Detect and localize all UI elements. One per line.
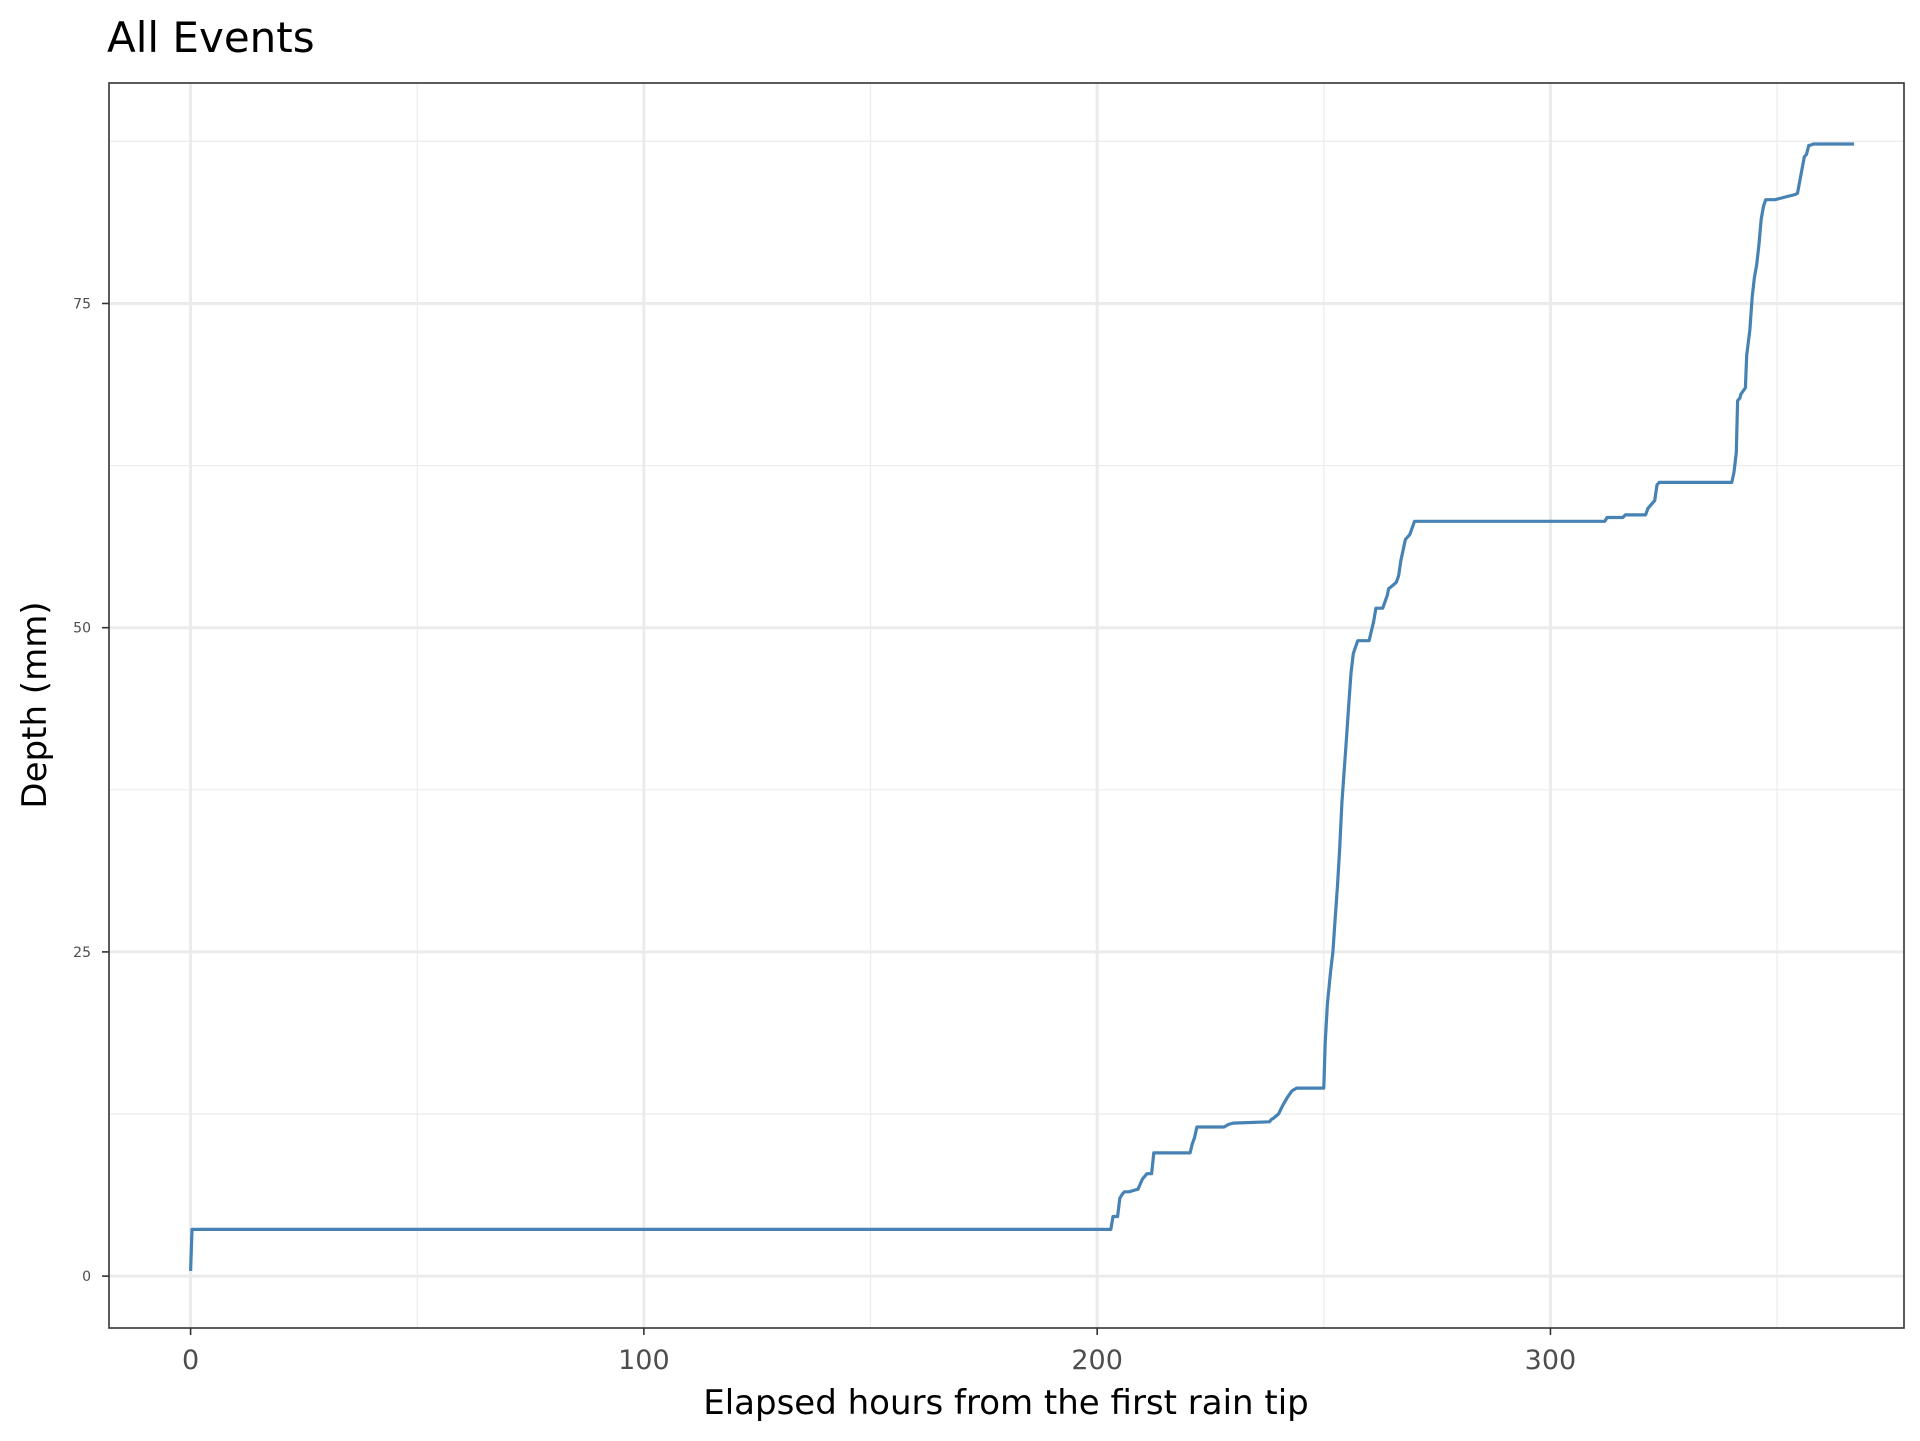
x-tick-label: 100 bbox=[618, 1345, 670, 1376]
y-axis-title: Depth (mm) bbox=[15, 601, 55, 808]
x-tick-label: 300 bbox=[1525, 1345, 1577, 1376]
chart-title: All Events bbox=[107, 13, 315, 62]
minor-gridlines bbox=[109, 83, 1904, 1328]
major-gridlines bbox=[109, 83, 1904, 1328]
y-axis: 0 25 50 75 bbox=[73, 296, 109, 1285]
x-axis-title: Elapsed hours from the first rain tip bbox=[703, 1383, 1309, 1423]
y-tick-label: 0 bbox=[82, 1269, 91, 1285]
y-tick-label: 25 bbox=[73, 945, 91, 961]
plot-panel bbox=[109, 83, 1904, 1328]
series-layer bbox=[189, 142, 1855, 1271]
x-tick-label: 200 bbox=[1071, 1345, 1123, 1376]
depth-series-line bbox=[189, 142, 1855, 1271]
y-tick-label: 50 bbox=[73, 621, 91, 637]
y-tick-label: 75 bbox=[73, 296, 91, 312]
x-axis: 0 100 200 300 bbox=[182, 1328, 1576, 1376]
x-tick-label: 0 bbox=[182, 1345, 199, 1376]
plot-panel-border bbox=[108, 82, 1905, 1329]
